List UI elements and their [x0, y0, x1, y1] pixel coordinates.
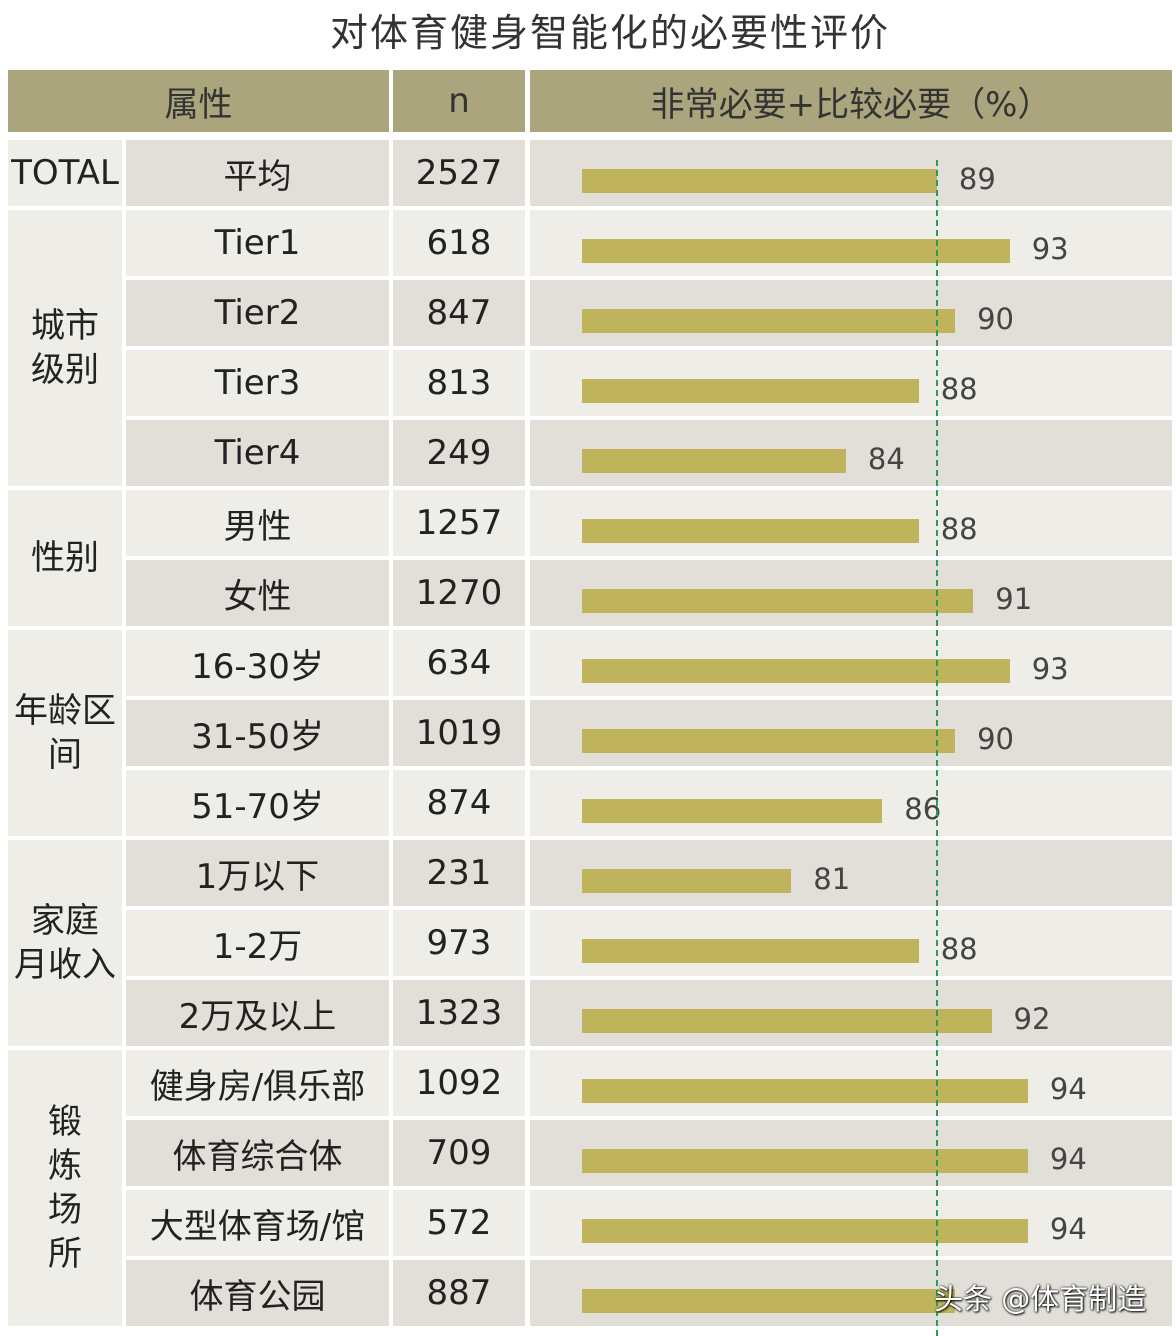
row-n: 1092 [393, 1050, 525, 1116]
group-label: 家庭 月收入 [8, 840, 122, 1046]
bar [582, 449, 846, 473]
group-label-line: 月收入 [14, 945, 116, 985]
data-label: 90 [977, 302, 1014, 336]
bar [582, 659, 1010, 683]
row-n: 874 [393, 770, 525, 836]
chart-title: 对体育健身智能化的必要性评价 [329, 11, 890, 55]
bar [582, 239, 1010, 263]
row-label: 健身房/俱乐部 [126, 1050, 389, 1116]
row-label: 体育公园 [126, 1260, 389, 1326]
average-reference-line [936, 160, 938, 1336]
data-label: 89 [958, 162, 996, 196]
row-n: 1323 [393, 980, 525, 1046]
data-label: 88 [940, 932, 978, 966]
group-label-line: 间 [48, 735, 82, 775]
row-n: 634 [393, 630, 525, 696]
row-label: Tier2 [126, 280, 389, 346]
data-label: 86 [904, 792, 942, 826]
row-n: 1257 [393, 490, 525, 556]
bar [582, 1079, 1028, 1103]
row-n: 618 [393, 210, 525, 276]
watermark: 头条 @体育制造 [934, 1282, 1147, 1316]
group-label-line: 年龄区 [14, 691, 116, 731]
group-label: TOTAL [8, 140, 122, 206]
header-attribute: 属性 [8, 70, 389, 132]
row-n: 2527 [393, 140, 525, 206]
data-label: 94 [1049, 1142, 1087, 1176]
header-n: n [393, 70, 525, 132]
row-label: Tier4 [126, 420, 389, 486]
bar [582, 1219, 1028, 1243]
group-label-line: 场 [48, 1190, 82, 1230]
group-label-line: 炼 [48, 1146, 82, 1186]
data-label: 81 [813, 862, 851, 896]
row-n: 973 [393, 910, 525, 976]
bar [582, 379, 919, 403]
bar [582, 589, 974, 613]
data-label: 90 [977, 722, 1014, 756]
row-n: 813 [393, 350, 525, 416]
row-label: Tier1 [126, 210, 389, 276]
group-label-line: 级别 [31, 350, 99, 390]
group-label-line: 锻 [48, 1102, 82, 1142]
group-label: 城市 级别 [8, 210, 122, 486]
row-n: 1270 [393, 560, 525, 626]
data-label: 94 [1049, 1072, 1087, 1106]
row-label: 男性 [126, 490, 389, 556]
row-n: 231 [393, 840, 525, 906]
data-label: 92 [1013, 1002, 1051, 1036]
group-label-line: 性别 [31, 538, 99, 578]
row-n: 249 [393, 420, 525, 486]
row-label: 大型体育场/馆 [126, 1190, 389, 1256]
row-label: 51-70岁 [126, 770, 389, 836]
row-label: Tier3 [126, 350, 389, 416]
row-label: 体育综合体 [126, 1120, 389, 1186]
row-label: 16-30岁 [126, 630, 389, 696]
row-n: 887 [393, 1260, 525, 1326]
bar [582, 729, 956, 753]
row-n: 572 [393, 1190, 525, 1256]
data-label: 93 [1031, 652, 1069, 686]
row-label: 1万以下 [126, 840, 389, 906]
data-label: 91 [995, 582, 1033, 616]
row-label: 1-2万 [126, 910, 389, 976]
bar [582, 799, 883, 823]
header-metric: 非常必要+比较必要（%） [530, 70, 1172, 132]
data-label: 93 [1031, 232, 1069, 266]
row-label: 女性 [126, 560, 389, 626]
bar [582, 1149, 1028, 1173]
data-label: 84 [867, 442, 905, 476]
bar [582, 1009, 992, 1033]
group-label: 年龄区间 [8, 630, 122, 836]
group-label: 锻炼场所 [8, 1050, 122, 1326]
row-n: 709 [393, 1120, 525, 1186]
data-label: 94 [1049, 1212, 1087, 1246]
group-label: 性别 [8, 490, 122, 626]
data-label: 88 [940, 372, 978, 406]
row-n: 847 [393, 280, 525, 346]
group-label-line: 城市 [31, 306, 99, 346]
bar [582, 169, 937, 193]
data-label: 88 [940, 512, 978, 546]
bar [582, 869, 792, 893]
bar [582, 939, 919, 963]
group-label-line: 所 [48, 1234, 82, 1274]
row-n: 1019 [393, 700, 525, 766]
bar [582, 1289, 956, 1313]
row-label: 31-50岁 [126, 700, 389, 766]
row-label: 平均 [126, 140, 389, 206]
group-label-line: 家庭 [31, 901, 99, 941]
row-label: 2万及以上 [126, 980, 389, 1046]
bar [582, 519, 919, 543]
bar [582, 309, 956, 333]
